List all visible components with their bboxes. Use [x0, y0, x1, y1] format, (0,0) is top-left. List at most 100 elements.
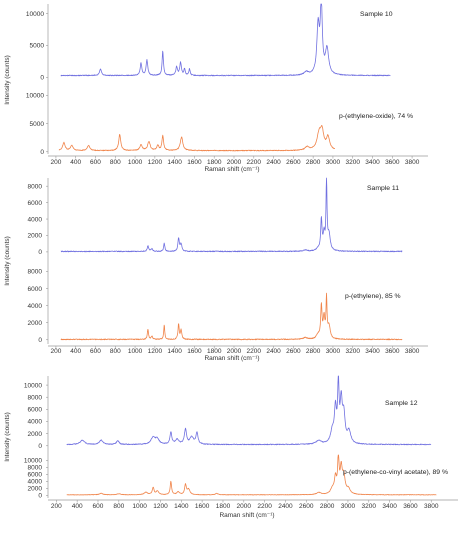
y-axis-title: Intensity (counts): [4, 236, 11, 286]
x-tick-label: 1000: [128, 159, 143, 166]
x-tick-label: 1800: [207, 348, 222, 355]
x-tick-label: 2200: [247, 348, 262, 355]
x-tick-label: 800: [110, 348, 121, 355]
x-tick-label: 2400: [266, 348, 281, 355]
x-tick-label: 200: [50, 159, 61, 166]
series-line-lower: [60, 292, 403, 341]
series-line-lower: [66, 454, 437, 496]
x-axis-title: Raman shift (cm⁻¹): [204, 355, 259, 362]
series-line-upper: [60, 177, 403, 253]
x-tick-label: 1600: [195, 503, 210, 510]
x-tick-label: 1600: [187, 348, 202, 355]
y-tick-label: 8000: [28, 183, 43, 190]
y-tick-label: 0: [40, 75, 44, 82]
x-tick-label: 1600: [187, 159, 202, 166]
x-tick-label: 2800: [306, 348, 321, 355]
x-tick-label: 3800: [405, 159, 420, 166]
y-tick-label: 0: [40, 149, 44, 156]
x-tick-label: 1400: [174, 503, 189, 510]
y-tick-label: 4000: [28, 216, 43, 223]
y-tick-label: 6000: [28, 472, 43, 479]
x-tick-label: 3600: [385, 348, 400, 355]
x-tick-label: 2000: [227, 348, 242, 355]
x-tick-label: 2200: [257, 503, 272, 510]
x-tick-label: 2000: [227, 159, 242, 166]
x-tick-label: 600: [90, 348, 101, 355]
x-tick-label: 2400: [278, 503, 293, 510]
y-tick-label: 8000: [28, 465, 43, 472]
x-tick-label: 3800: [424, 503, 439, 510]
series-label-lower: p-(ethylene-co-vinyl acetate), 89 %: [343, 469, 448, 476]
x-axis-title: Raman shift (cm⁻¹): [204, 166, 259, 173]
series-label-upper: Sample 10: [360, 11, 393, 18]
x-tick-label: 2600: [286, 348, 301, 355]
y-tick-label: 6000: [28, 200, 43, 207]
series-line-upper: [66, 375, 432, 446]
y-tick-label: 0: [38, 249, 42, 256]
x-tick-label: 800: [113, 503, 124, 510]
x-tick-label: 3400: [382, 503, 397, 510]
y-axis-title: Intensity (counts): [4, 55, 11, 105]
y-axis-title: Intensity (counts): [4, 412, 11, 462]
y-tick-label: 4000: [28, 479, 43, 486]
series-label-upper: Sample 11: [367, 185, 399, 192]
x-tick-label: 400: [70, 348, 81, 355]
chart-panel-c: Intensity (counts) 200 400 600 800 1000 1200 14…: [4, 375, 458, 519]
chart-panel-a: Intensity (counts) 200 400 600 800 1000 1200 14…: [4, 3, 428, 173]
y-tick-label: 5000: [30, 43, 45, 50]
series-line-lower: [58, 125, 336, 152]
x-tick-label: 2800: [320, 503, 335, 510]
y-tick-label: 10000: [24, 457, 42, 464]
x-axis-title: Raman shift (cm⁻¹): [219, 512, 274, 519]
x-tick-label: 3200: [345, 348, 360, 355]
x-tick-label: 1000: [132, 503, 147, 510]
x-tick-label: 400: [70, 159, 81, 166]
x-tick-label: 2600: [286, 159, 301, 166]
y-tick-label: 6000: [28, 407, 43, 414]
x-tick-label: 3400: [365, 348, 380, 355]
series-line-upper: [60, 3, 391, 77]
chart-panel-b: Intensity (counts) 200 400 600 800 1000 1200 14…: [4, 177, 428, 362]
y-tick-label: 4000: [28, 419, 43, 426]
x-tick-label: 1400: [167, 348, 182, 355]
x-tick-label: 1000: [128, 348, 143, 355]
y-tick-label: 0: [38, 443, 42, 450]
y-tick-label: 2000: [28, 233, 43, 240]
x-tick-label: 1400: [167, 159, 182, 166]
y-tick-label: 2000: [28, 320, 43, 327]
x-tick-label: 1200: [148, 348, 163, 355]
x-tick-label: 400: [72, 503, 83, 510]
x-tick-label: 3000: [341, 503, 356, 510]
x-tick-label: 1200: [148, 159, 163, 166]
x-tick-label: 600: [90, 159, 101, 166]
x-tick-label: 800: [110, 159, 121, 166]
x-tick-label: 200: [51, 503, 62, 510]
x-tick-label: 2400: [266, 159, 281, 166]
x-tick-label: 3200: [345, 159, 360, 166]
y-tick-label: 0: [38, 493, 42, 500]
x-tick-label: 200: [50, 348, 61, 355]
x-tick-label: 2000: [237, 503, 252, 510]
x-tick-label: 3600: [403, 503, 418, 510]
x-tick-label: 3000: [326, 348, 341, 355]
series-label-lower: p-(ethylene-oxide), 74 %: [339, 113, 413, 120]
x-tick-label: 600: [93, 503, 104, 510]
y-tick-label: 2000: [28, 486, 43, 493]
x-tick-label: 2800: [306, 159, 321, 166]
x-tick-label: 2200: [247, 159, 262, 166]
x-tick-label: 3200: [362, 503, 377, 510]
x-tick-label: 3400: [365, 159, 380, 166]
y-tick-label: 6000: [28, 286, 43, 293]
y-tick-label: 0: [38, 337, 42, 344]
y-tick-label: 4000: [28, 303, 43, 310]
x-tick-label: 1800: [207, 159, 222, 166]
y-tick-label: 10000: [26, 93, 44, 100]
x-tick-label: 1800: [216, 503, 231, 510]
y-tick-label: 8000: [28, 269, 43, 276]
x-tick-label: 1200: [153, 503, 168, 510]
series-label-upper: Sample 12: [385, 400, 418, 407]
x-tick-label: 3000: [326, 159, 341, 166]
series-label-lower: p-(ethylene), 85 %: [345, 293, 401, 300]
y-tick-label: 8000: [28, 394, 43, 401]
